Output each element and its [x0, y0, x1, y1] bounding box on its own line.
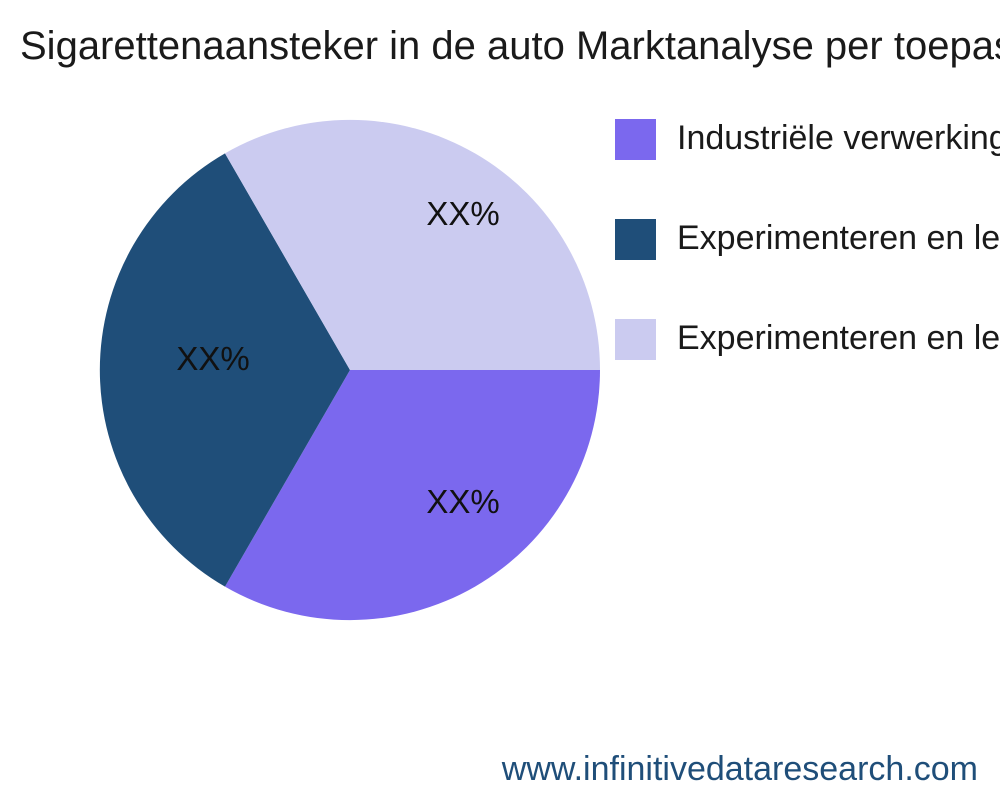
svg-text:XX%: XX% — [176, 340, 249, 377]
svg-text:XX%: XX% — [426, 195, 499, 232]
svg-text:XX%: XX% — [426, 483, 499, 520]
